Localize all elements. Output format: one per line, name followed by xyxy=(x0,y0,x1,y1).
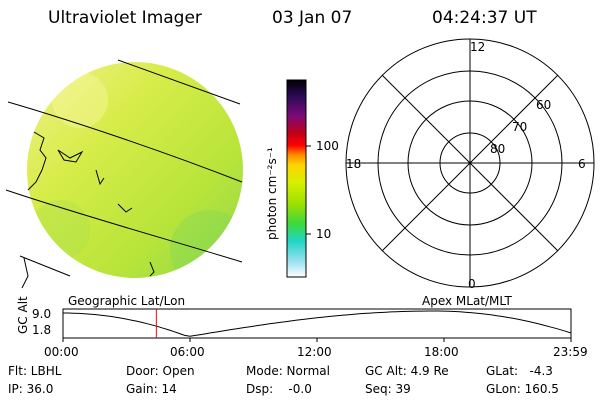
mlt-label-bottom: 0 xyxy=(468,277,476,291)
date-label: 03 Jan 07 xyxy=(272,8,353,28)
status-door: Door: Open xyxy=(126,364,195,378)
alt-xtick-4: 23:59 xyxy=(553,345,588,359)
alt-xtick-0: 00:00 xyxy=(44,345,79,359)
status-ip: IP: 36.0 xyxy=(8,382,54,396)
mlt-label-left: 18 xyxy=(346,157,362,171)
colorbar-unit-label: photon cm⁻²s⁻¹ xyxy=(265,147,279,240)
status-glat: GLat: -4.3 xyxy=(486,364,553,378)
lat-label-60: 60 xyxy=(536,98,552,112)
polar-plot xyxy=(345,38,595,288)
status-glon: GLon: 160.5 xyxy=(486,382,559,396)
polar-panel-label: Apex MLat/MLT xyxy=(422,294,512,308)
status-gain: Gain: 14 xyxy=(126,382,177,396)
lat-label-70: 70 xyxy=(512,120,528,134)
colorbar xyxy=(286,79,311,278)
mlt-label-right: 6 xyxy=(578,157,586,171)
status-filter: Flt: LBHL xyxy=(8,364,62,378)
mlt-label-top: 12 xyxy=(470,40,486,54)
lat-label-80: 80 xyxy=(490,142,506,156)
alt-ytick-low: 1.8 xyxy=(32,323,52,337)
status-gc-alt: GC Alt: 4.9 Re xyxy=(365,364,449,378)
alt-ylabel: GC Alt xyxy=(16,296,30,334)
altitude-plot xyxy=(62,308,572,342)
earth-disk xyxy=(5,59,243,289)
status-mode: Mode: Normal xyxy=(246,364,330,378)
status-seq: Seq: 39 xyxy=(365,382,411,396)
colorbar-tick-10: 10 xyxy=(316,227,332,241)
earth-panel-label: Geographic Lat/Lon xyxy=(68,294,186,308)
colorbar-tick-100: 100 xyxy=(316,139,339,153)
alt-xtick-1: 06:00 xyxy=(170,345,205,359)
alt-ytick-high: 9.0 xyxy=(32,307,52,321)
alt-xtick-3: 18:00 xyxy=(424,345,459,359)
alt-xtick-2: 12:00 xyxy=(297,345,332,359)
instrument-title: Ultraviolet Imager xyxy=(48,8,202,28)
time-label: 04:24:37 UT xyxy=(432,8,537,28)
status-dsp: Dsp: -0.0 xyxy=(246,382,312,396)
